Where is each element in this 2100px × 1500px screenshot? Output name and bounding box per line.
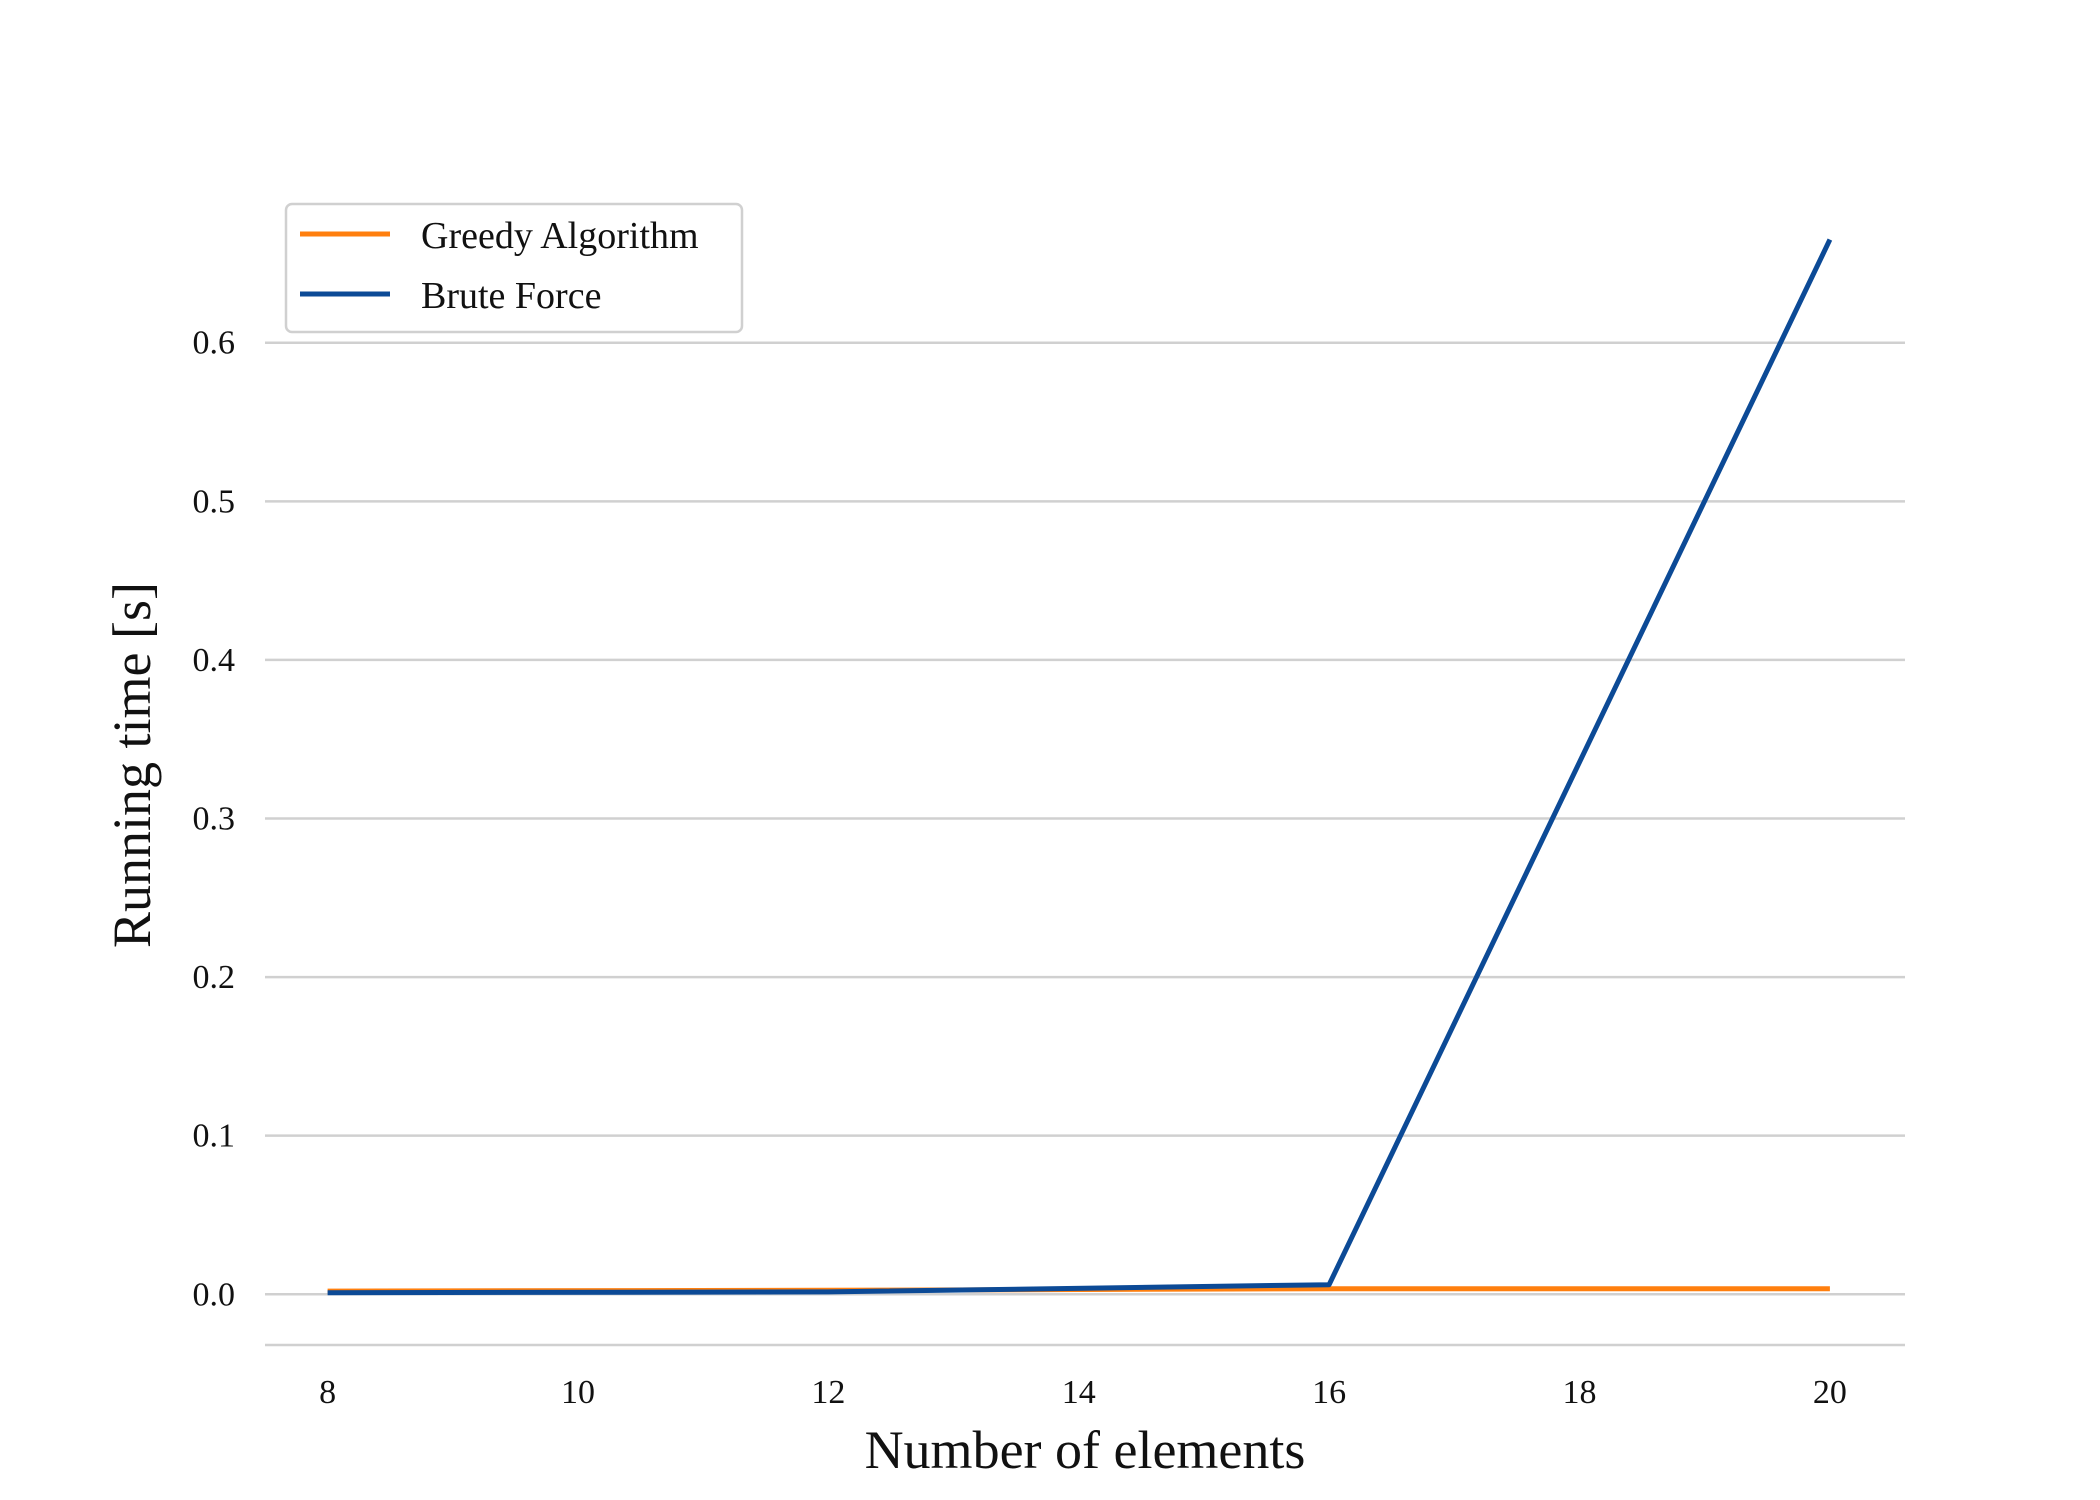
x-tick-label-14: 14 — [1062, 1374, 1096, 1411]
x-tick-label-16: 16 — [1312, 1374, 1346, 1411]
y-tick-label-0-3: 0.3 — [193, 800, 236, 837]
y-axis-title: Running time [s] — [102, 582, 162, 948]
x-tick-label-18: 18 — [1563, 1374, 1597, 1411]
y-tick-label-0-2: 0.2 — [193, 959, 236, 996]
x-tick-label-8: 8 — [319, 1374, 336, 1411]
y-tick-label-0-0: 0.0 — [193, 1276, 236, 1313]
legend: Greedy Algorithm Brute Force — [286, 204, 742, 332]
x-tick-label-12: 12 — [811, 1374, 845, 1411]
x-axis-title: Number of elements — [865, 1420, 1306, 1480]
legend-label-greedy-algorithm: Greedy Algorithm — [421, 215, 699, 257]
y-tick-label-0-6: 0.6 — [193, 325, 236, 362]
y-tick-label-0-4: 0.4 — [193, 642, 236, 679]
y-tick-label-0-1: 0.1 — [193, 1118, 236, 1155]
y-tick-label-0-5: 0.5 — [193, 483, 236, 520]
x-tick-label-20: 20 — [1813, 1374, 1847, 1411]
legend-label-brute-force: Brute Force — [421, 275, 601, 317]
x-tick-label-10: 10 — [561, 1374, 595, 1411]
